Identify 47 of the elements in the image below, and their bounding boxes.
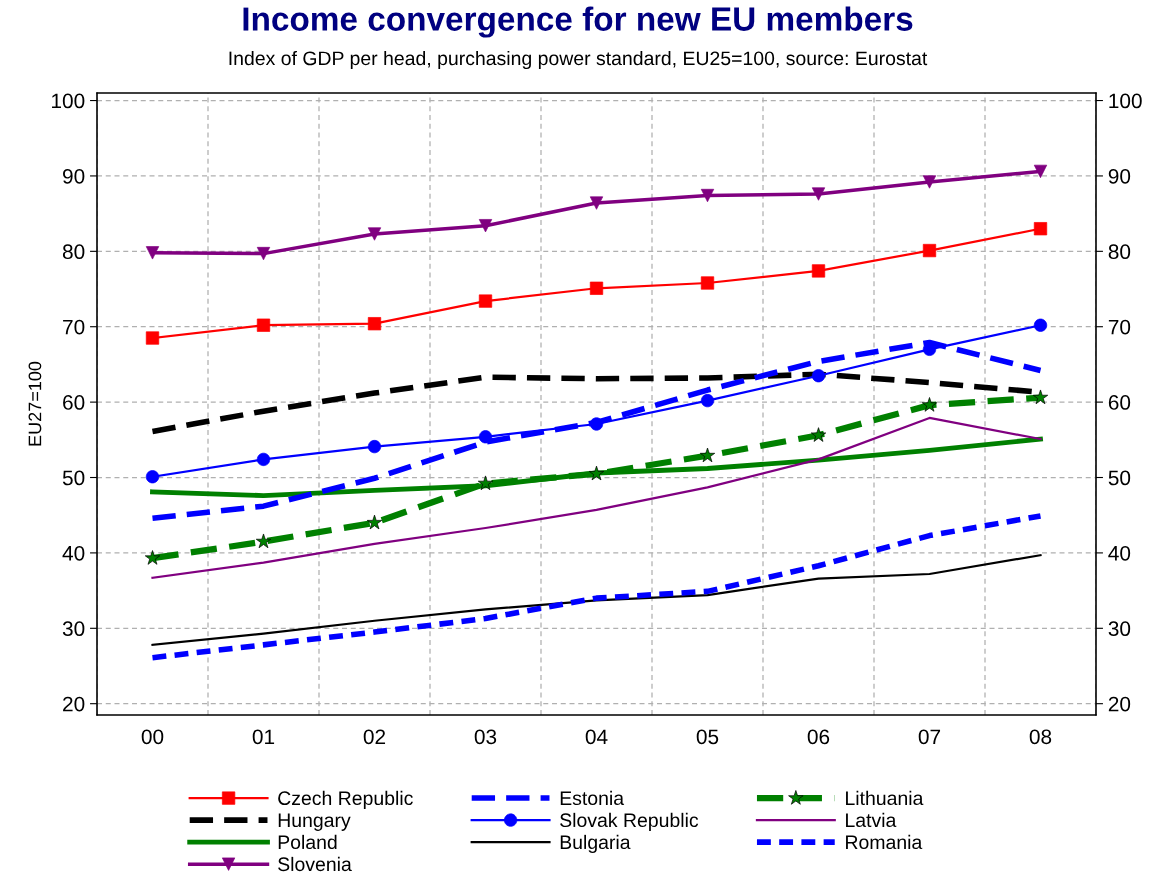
y-tick-label: 100 [52, 93, 85, 109]
legend-label: Romania [846, 834, 923, 850]
y2-tick-label: 100 [1109, 93, 1142, 109]
y-tick-label: 40 [62, 545, 85, 561]
legend-label: Poland [278, 834, 337, 850]
legend-label: Estonia [560, 790, 625, 806]
y2-tick-label: 50 [1108, 470, 1131, 486]
y-axis-title: EU27=100 [28, 361, 42, 446]
x-tick-label: 06 [807, 729, 830, 745]
x-tick-label: 05 [696, 729, 719, 745]
y-tick-label: 50 [62, 470, 85, 486]
y2-tick-label: 40 [1108, 545, 1131, 561]
x-tick-label: 04 [585, 729, 608, 745]
x-tick-label: 02 [363, 729, 386, 745]
point [478, 294, 493, 308]
x-tick-label: 00 [141, 729, 164, 745]
line-series [151, 416, 1042, 579]
y-tick-label: 80 [62, 244, 85, 260]
y-tick-label: 60 [63, 395, 85, 410]
y2-tick-label: 30 [1108, 621, 1131, 637]
y-tick-label: 20 [63, 696, 85, 712]
legend-label: Lithuania [846, 790, 924, 806]
legend-label: Bulgaria [560, 834, 631, 853]
legend-label: Slovenia [278, 856, 352, 872]
y2-tick-label: 60 [1108, 395, 1131, 410]
y-tick-label: 30 [62, 621, 85, 637]
y2-tick-label: 90 [1108, 168, 1131, 184]
point [1033, 164, 1048, 179]
point [256, 246, 271, 261]
legend-label: Hungary [278, 813, 351, 831]
x-tick-label: 07 [918, 729, 941, 745]
y-tick-label: 90 [63, 168, 85, 184]
x-tick-label: 08 [1029, 729, 1052, 745]
x-tick-label: 03 [474, 729, 497, 745]
legend-label: Latvia [846, 812, 897, 828]
y2-tick-label: 20 [1108, 696, 1131, 712]
x-tick-label: 01 [252, 729, 275, 745]
chart-title: Income convergence for new EU members [243, 6, 913, 38]
chart-subtitle: Index of GDP per head, purchasing power standard, EU25=100, source: Eurostat [229, 50, 928, 70]
legend-label: Czech Republic [278, 790, 413, 809]
legend-label: Slovak Republic [560, 812, 699, 831]
point [589, 281, 604, 295]
y-tick-label: 70 [63, 319, 85, 335]
y2-tick-label: 80 [1108, 244, 1131, 260]
point [811, 264, 826, 278]
line-series [151, 554, 1042, 646]
y2-tick-label: 70 [1108, 319, 1131, 335]
